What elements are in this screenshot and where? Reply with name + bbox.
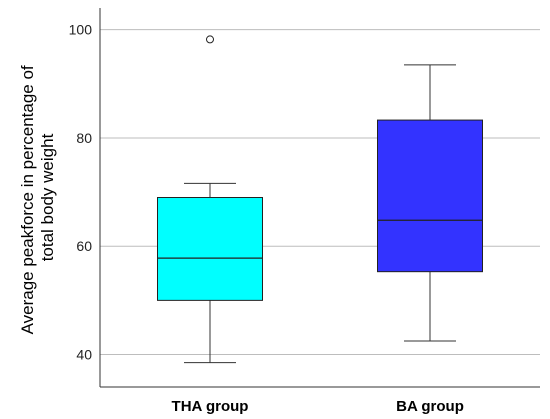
outlier-point [206, 35, 214, 44]
y-tick-label-80: 80 [76, 130, 92, 146]
boxplot-series [157, 35, 483, 364]
y-axis-title-line-2: total body weight [38, 133, 57, 261]
iqr-box [377, 119, 483, 273]
y-axis-title-line-1: Average peakforce in percentage of [18, 65, 37, 334]
x-category-label-tha-group: THA group [172, 398, 249, 415]
x-category-label-ba-group: BA group [396, 398, 464, 415]
y-axis-title: Average peakforce in percentage of total… [18, 61, 57, 335]
y-tick-label-60: 60 [76, 238, 92, 254]
x-category-labels: THA group BA group [172, 398, 464, 415]
box-tha-group [157, 35, 263, 364]
axes [99, 8, 540, 388]
y-tick-labels: 40 60 80 100 [69, 22, 93, 363]
box-ba-group [377, 64, 483, 342]
iqr-box [157, 197, 263, 301]
y-tick-label-100: 100 [69, 22, 93, 38]
y-tick-label-40: 40 [76, 347, 92, 363]
